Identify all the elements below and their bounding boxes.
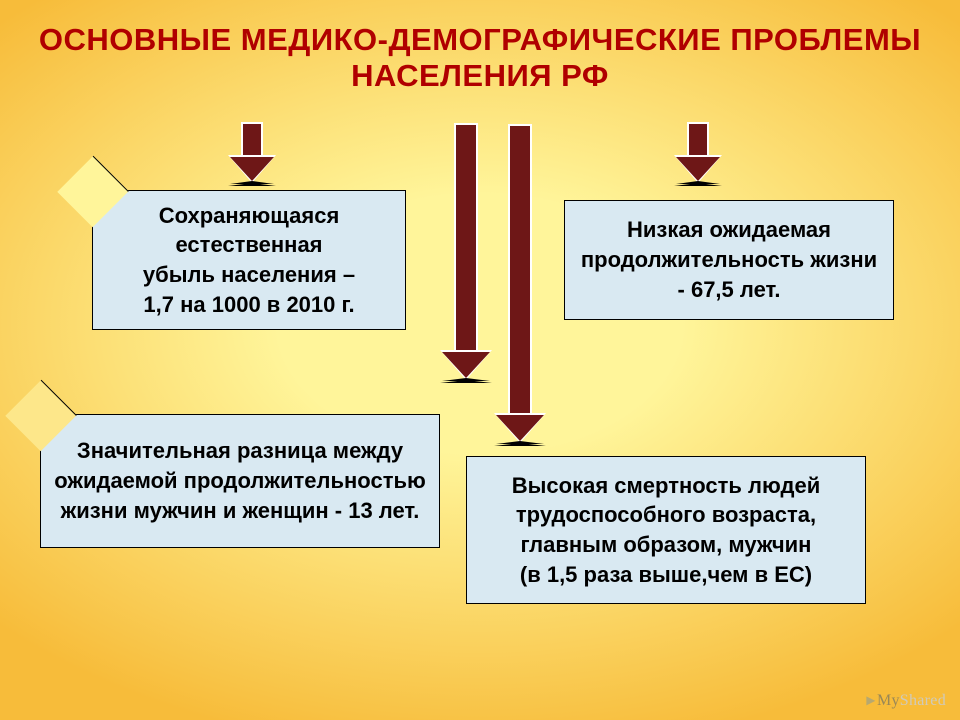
box-bottom-right-text: Высокая смертность людей трудоспособного…	[477, 471, 855, 590]
watermark-prefix: My	[877, 692, 900, 709]
box-top-right-text: Низкая ожидаемая продолжительность жизни…	[575, 215, 883, 304]
box-bottom-left: Значительная разница между ожидаемой про…	[40, 414, 440, 548]
box-top-left-text: Сохраняющаяся естественная убыль населен…	[103, 201, 395, 320]
watermark-suffix: Shared	[900, 692, 946, 709]
box-top-right: Низкая ожидаемая продолжительность жизни…	[564, 200, 894, 320]
arrow-down-1	[230, 122, 274, 182]
slide: ОСНОВНЫЕ МЕДИКО-ДЕМОГРАФИЧЕСКИЕ ПРОБЛЕМЫ…	[0, 0, 960, 720]
box-bottom-right: Высокая смертность людей трудоспособного…	[466, 456, 866, 604]
watermark-icon: ▸	[867, 692, 875, 709]
watermark: ▸MyShared	[867, 690, 946, 710]
arrow-down-4	[496, 124, 544, 442]
arrow-down-2	[676, 122, 720, 182]
box-top-left: Сохраняющаяся естественная убыль населен…	[92, 190, 406, 330]
arrow-down-3	[442, 123, 490, 379]
box-bottom-left-text: Значительная разница между ожидаемой про…	[51, 436, 429, 525]
slide-title: ОСНОВНЫЕ МЕДИКО-ДЕМОГРАФИЧЕСКИЕ ПРОБЛЕМЫ…	[0, 22, 960, 93]
